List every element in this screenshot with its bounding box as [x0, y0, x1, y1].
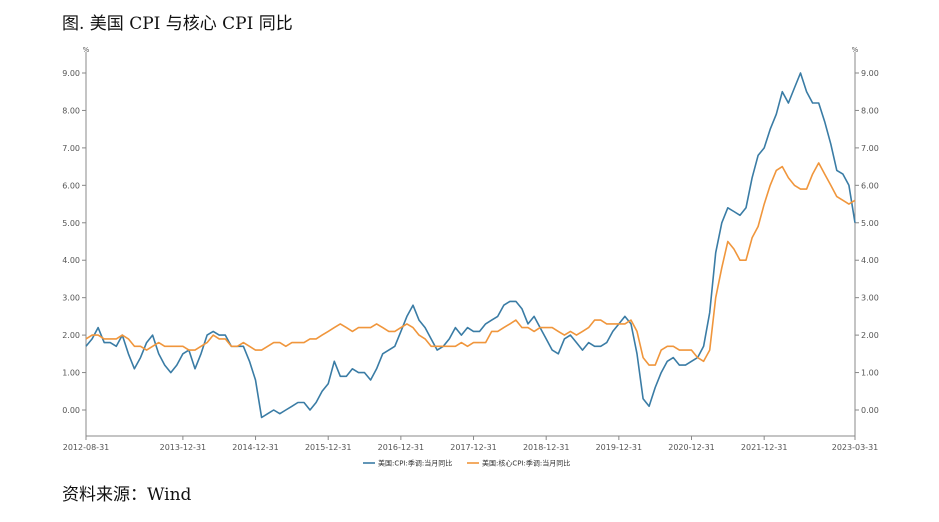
x-tick-label: 2021-12-31 [741, 443, 788, 452]
chart-axes: % % 0.00 0.00 1.00 1.00 2.00 2.00 3.00 3.00 4.00 4.… [62, 46, 879, 452]
chart-lines [85, 72, 856, 419]
left-tick-label: 6.00 [62, 181, 80, 190]
series-line-cpi [85, 72, 856, 419]
x-tick-label: 2013-12-31 [160, 443, 207, 452]
x-tick-label: 2017-12-31 [450, 443, 497, 452]
left-tick-label: 1.00 [62, 369, 80, 378]
left-tick-label: 3.00 [62, 294, 80, 303]
left-tick-label: 7.00 [62, 144, 80, 153]
left-tick-label: 0.00 [62, 406, 80, 415]
x-tick-label: 2014-12-31 [232, 443, 279, 452]
right-tick-label: 9.00 [861, 69, 879, 78]
right-tick-label: 6.00 [861, 181, 879, 190]
right-unit-label: % [852, 46, 859, 54]
figure-title: 图. 美国 CPI 与核心 CPI 同比 [62, 14, 293, 34]
x-tick-label: 2018-12-31 [523, 443, 570, 452]
x-tick-label: 2019-12-31 [596, 443, 643, 452]
right-tick-label: 7.00 [861, 144, 879, 153]
left-tick-label: 4.00 [62, 256, 80, 265]
x-tick-label: 2015-12-31 [305, 443, 352, 452]
x-tick-label: 2012-08-31 [63, 443, 110, 452]
right-tick-label: 4.00 [861, 256, 879, 265]
right-tick-label: 2.00 [861, 331, 879, 340]
series-line-core-cpi [85, 162, 856, 366]
right-tick-label: 5.00 [861, 219, 879, 228]
x-tick-label: 2020-12-31 [668, 443, 715, 452]
legend-label: 美国:CPI:季调:当月同比 [378, 459, 452, 468]
right-tick-label: 3.00 [861, 294, 879, 303]
x-tick-label: 2023-03-31 [832, 443, 879, 452]
left-tick-label: 5.00 [62, 219, 80, 228]
legend-label: 美国:核心CPI:季调:当月同比 [482, 459, 570, 468]
chart-legend: 美国:CPI:季调:当月同比 美国:核心CPI:季调:当月同比 [363, 459, 570, 468]
right-tick-label: 8.00 [861, 106, 879, 115]
left-tick-label: 2.00 [62, 331, 80, 340]
left-unit-label: % [83, 46, 90, 54]
left-tick-label: 8.00 [62, 106, 80, 115]
right-tick-label: 0.00 [861, 406, 879, 415]
left-tick-label: 9.00 [62, 69, 80, 78]
figure-source: 资料来源：Wind [62, 485, 192, 505]
x-tick-label: 2016-12-31 [378, 443, 425, 452]
right-tick-label: 1.00 [861, 369, 879, 378]
